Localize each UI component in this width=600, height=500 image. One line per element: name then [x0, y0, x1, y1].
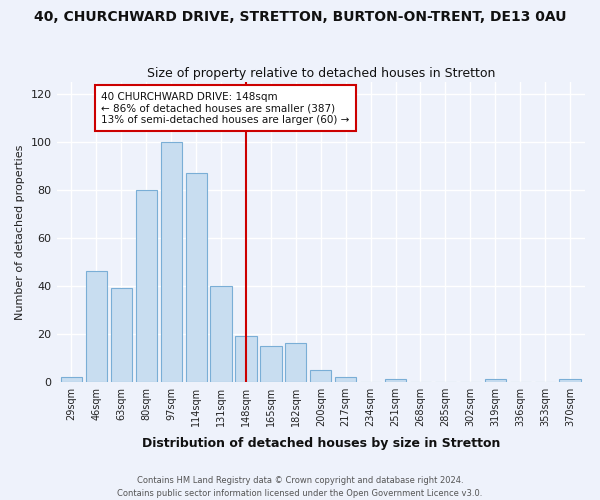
Bar [86, 272, 107, 382]
Bar [136, 190, 157, 382]
Text: 40, CHURCHWARD DRIVE, STRETTON, BURTON-ON-TRENT, DE13 0AU: 40, CHURCHWARD DRIVE, STRETTON, BURTON-O… [34, 10, 566, 24]
Bar [310, 370, 331, 382]
Bar [485, 380, 506, 382]
Bar [559, 380, 581, 382]
Bar [211, 286, 232, 382]
Y-axis label: Number of detached properties: Number of detached properties [15, 144, 25, 320]
X-axis label: Distribution of detached houses by size in Stretton: Distribution of detached houses by size … [142, 437, 500, 450]
Bar [385, 380, 406, 382]
Title: Size of property relative to detached houses in Stretton: Size of property relative to detached ho… [146, 66, 495, 80]
Bar [185, 173, 207, 382]
Text: 40 CHURCHWARD DRIVE: 148sqm
← 86% of detached houses are smaller (387)
13% of se: 40 CHURCHWARD DRIVE: 148sqm ← 86% of det… [101, 92, 350, 125]
Bar [61, 377, 82, 382]
Text: Contains HM Land Registry data © Crown copyright and database right 2024.
Contai: Contains HM Land Registry data © Crown c… [118, 476, 482, 498]
Bar [260, 346, 281, 382]
Bar [111, 288, 132, 382]
Bar [161, 142, 182, 382]
Bar [285, 344, 307, 382]
Bar [335, 377, 356, 382]
Bar [235, 336, 257, 382]
